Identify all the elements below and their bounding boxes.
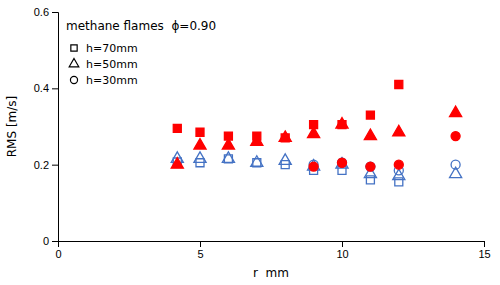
tick-mark [52, 88, 58, 89]
point [451, 160, 460, 169]
point [364, 129, 376, 140]
tick: 0 [43, 235, 58, 247]
legend: methane flames ϕ=0.90 h=70mm h=50mm h=30mm [66, 19, 216, 87]
point [395, 81, 403, 89]
tick: 15 [478, 241, 490, 260]
legend-label: h=50mm [86, 58, 138, 71]
y-axis-title: RMS [m/s] [5, 96, 19, 157]
point [194, 152, 206, 163]
plot: 0 5 10 15 0 0.2 0.4 0.6 methane flames ϕ=0.90 h=7… [34, 6, 491, 260]
tick-mark [200, 241, 201, 247]
point [309, 162, 318, 171]
legend-label: h=70mm [86, 42, 138, 55]
point [222, 152, 234, 163]
point [173, 124, 181, 132]
tick-label: 15 [478, 248, 490, 260]
chart: 0 5 10 15 0 0.2 0.4 0.6 methane flames ϕ=0.90 h=7… [0, 0, 500, 285]
point [222, 139, 234, 150]
series [171, 152, 461, 180]
point [366, 162, 375, 171]
point [194, 139, 206, 150]
axis-line [59, 242, 485, 248]
point [336, 118, 348, 129]
point [279, 131, 291, 142]
tick-label: 0.6 [34, 6, 49, 18]
point [171, 158, 183, 169]
tick-mark [484, 241, 485, 247]
tick: 0.6 [34, 6, 58, 18]
legend-title: methane flames ϕ=0.90 [66, 19, 216, 33]
legend-label: h=30mm [86, 74, 138, 87]
y-axis: 0 0.2 0.4 0.6 [34, 6, 59, 247]
tick: 0 [55, 241, 61, 260]
tick-label: 0.4 [34, 82, 49, 94]
tick-label: 5 [197, 248, 203, 260]
series [309, 132, 460, 172]
tick-label: 0 [43, 235, 49, 247]
tick: 0.2 [34, 159, 58, 171]
tick-mark [52, 165, 58, 166]
point [450, 106, 462, 117]
point [251, 135, 263, 146]
point [337, 158, 346, 167]
point [394, 160, 403, 169]
legend-symbol [71, 45, 77, 51]
point [366, 111, 374, 119]
tick-mark [52, 12, 58, 13]
tick-mark [342, 241, 343, 247]
tick: 0.4 [34, 82, 58, 94]
point [196, 128, 204, 136]
points [171, 81, 461, 186]
point [279, 154, 291, 165]
point [393, 125, 405, 136]
tick: 5 [197, 241, 203, 260]
point [336, 158, 348, 169]
legend-symbol [69, 58, 79, 66]
point [366, 162, 375, 171]
point [451, 132, 460, 141]
x-axis: 0 5 10 15 [55, 241, 490, 260]
series [309, 158, 460, 175]
tick-label: 0.2 [34, 159, 49, 171]
x-axis-title: r mm [253, 266, 289, 280]
tick-mark [52, 241, 58, 242]
tick-label: 10 [336, 248, 348, 260]
point [308, 127, 320, 138]
axis-line [52, 13, 59, 242]
series [173, 81, 403, 142]
tick: 10 [336, 241, 348, 260]
series [171, 106, 461, 168]
point [337, 158, 346, 167]
tick-label: 0 [55, 248, 61, 260]
legend-symbol [70, 76, 77, 83]
point [251, 156, 263, 167]
